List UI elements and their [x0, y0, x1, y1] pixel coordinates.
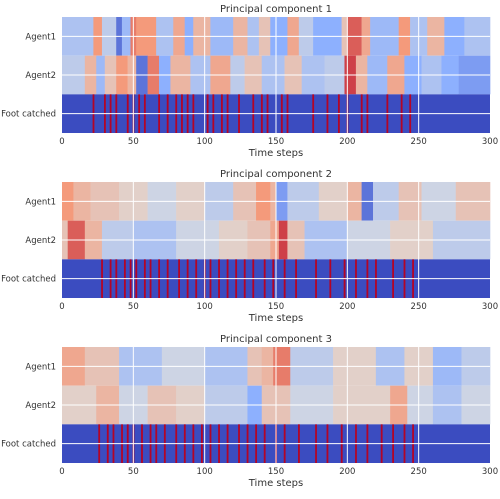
- x-tick-label: 200: [339, 467, 355, 477]
- x-tick-label: 150: [268, 302, 284, 312]
- x-tick-label: 150: [268, 137, 284, 147]
- row-label: Agent2: [25, 236, 56, 246]
- x-tick-label: 250: [411, 137, 427, 147]
- row-label: Foot catched: [1, 275, 56, 285]
- x-tick-label: 250: [411, 467, 427, 477]
- panel-title: Principal component 3: [220, 334, 332, 345]
- x-tick-label: 100: [197, 137, 213, 147]
- x-axis-label: Time steps: [248, 478, 304, 489]
- x-tick-label: 200: [339, 137, 355, 147]
- x-tick-label: 0: [59, 137, 64, 147]
- x-tick-label: 200: [339, 302, 355, 312]
- x-tick-label: 0: [59, 302, 64, 312]
- x-tick-label: 300: [482, 467, 498, 477]
- x-tick-label: 50: [128, 467, 139, 477]
- row-label: Agent2: [25, 401, 56, 411]
- panel-title: Principal component 1: [220, 4, 332, 15]
- x-tick-label: 100: [197, 302, 213, 312]
- panel-2: Principal component 2 Agent1 Agent2 Foot ca…: [1, 169, 498, 324]
- x-tick-label: 100: [197, 467, 213, 477]
- row-label: Agent1: [25, 32, 56, 42]
- x-tick-label: 300: [482, 302, 498, 312]
- x-axis-label: Time steps: [248, 148, 304, 159]
- x-tick-label: 50: [128, 302, 139, 312]
- row-label: Agent1: [25, 362, 56, 372]
- row-label: Agent2: [25, 71, 56, 81]
- panel-3: Principal component 3 Agent1 Agent2 Foot ca…: [1, 334, 498, 489]
- panel-1: Principal component 1 Agent1 Agent2 Foot ca…: [1, 4, 498, 159]
- row-label: Foot catched: [1, 440, 56, 450]
- x-axis-label: Time steps: [248, 313, 304, 324]
- row-label: Agent1: [25, 197, 56, 207]
- x-tick-label: 0: [59, 467, 64, 477]
- x-tick-label: 150: [268, 467, 284, 477]
- x-tick-label: 300: [482, 137, 498, 147]
- x-tick-label: 50: [128, 137, 139, 147]
- x-tick-label: 250: [411, 302, 427, 312]
- panel-title: Principal component 2: [220, 169, 332, 180]
- row-label: Foot catched: [1, 110, 56, 120]
